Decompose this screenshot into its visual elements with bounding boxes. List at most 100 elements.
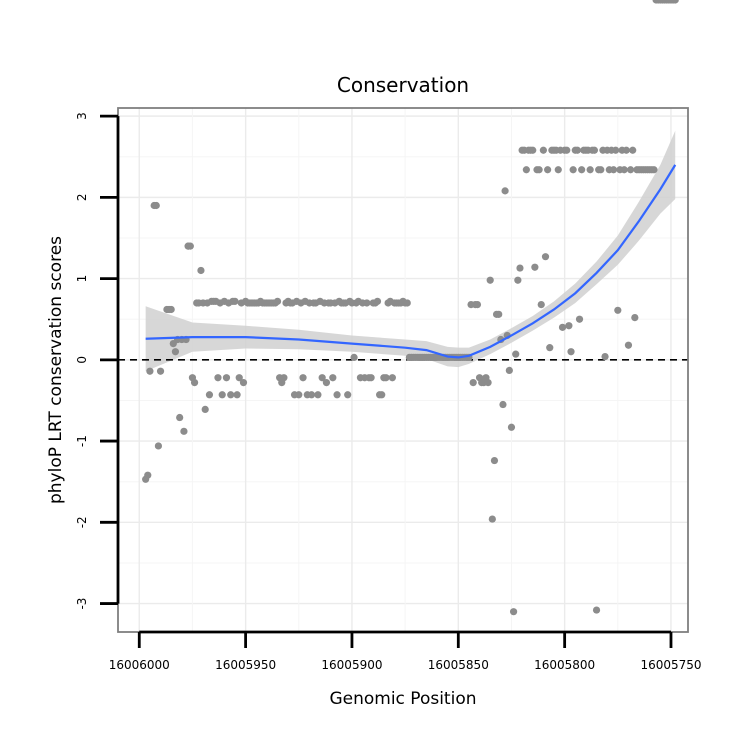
x-tick-label: 16005750 — [640, 658, 701, 672]
data-point — [314, 391, 322, 399]
data-point — [322, 378, 331, 387]
data-point — [516, 264, 524, 272]
data-point — [167, 305, 175, 314]
x-axis-label: Genomic Position — [329, 689, 476, 709]
data-point — [586, 166, 594, 174]
data-point — [156, 367, 165, 375]
data-point — [558, 323, 567, 331]
x-tick-label: 16005950 — [215, 658, 276, 672]
data-point — [299, 374, 307, 382]
data-point — [373, 297, 382, 305]
data-point — [378, 391, 386, 399]
data-point — [214, 374, 222, 382]
data-point — [512, 350, 520, 358]
data-point — [280, 374, 288, 382]
data-point — [171, 348, 180, 356]
data-point — [333, 391, 341, 399]
data-point — [541, 253, 550, 261]
data-point — [626, 166, 635, 174]
y-axis-label: phyloP LRT conservation scores — [46, 236, 66, 504]
data-point — [180, 427, 188, 435]
data-point — [205, 391, 214, 399]
x-tick-label: 16005800 — [534, 658, 595, 672]
data-point — [590, 146, 599, 154]
chart-title: Conservation — [337, 73, 469, 97]
x-axis: 16006000 16005950 16005900 16005850 16005800… — [109, 630, 702, 672]
data-point — [235, 374, 243, 382]
smooth-fit-line — [145, 164, 677, 359]
data-point — [499, 400, 507, 409]
data-point — [612, 146, 620, 154]
data-point — [522, 166, 530, 174]
data-point — [295, 391, 303, 399]
data-point — [495, 310, 503, 318]
y-tick-label: 0 — [75, 356, 89, 364]
data-point — [231, 297, 239, 305]
data-point — [505, 366, 513, 375]
confidence-band-layer — [145, 130, 676, 372]
y-tick-label: 3 — [75, 112, 89, 120]
data-point — [620, 166, 628, 174]
data-point — [218, 391, 226, 399]
y-axis: -3 -2 -1 0 1 2 3 — [75, 112, 120, 610]
y-tick-label: -3 — [75, 598, 89, 610]
data-point — [514, 276, 522, 284]
data-point — [144, 471, 152, 479]
data-point — [631, 314, 639, 322]
data-point — [382, 374, 390, 382]
data-point — [601, 352, 609, 361]
data-point — [629, 146, 637, 154]
data-point — [403, 299, 411, 307]
data-point — [222, 374, 231, 382]
data-point — [233, 391, 241, 399]
data-point — [197, 266, 205, 275]
data-point — [507, 423, 516, 431]
x-tick-label: 16005850 — [428, 658, 489, 672]
data-point — [671, 0, 679, 4]
data-point — [154, 442, 163, 450]
y-tick-label: -2 — [75, 516, 89, 528]
data-point — [318, 374, 326, 382]
data-point — [650, 166, 658, 174]
data-point — [563, 146, 571, 154]
data-point — [529, 146, 537, 154]
data-point — [329, 374, 337, 382]
data-point — [537, 301, 545, 309]
data-point — [363, 299, 371, 307]
data-point — [573, 146, 582, 154]
data-point — [592, 606, 601, 614]
confidence-band — [145, 130, 676, 372]
data-point — [531, 263, 539, 271]
data-point — [273, 297, 282, 305]
data-point — [535, 166, 543, 174]
data-point — [190, 378, 199, 387]
data-point — [539, 146, 547, 154]
smooth-line-layer — [145, 164, 677, 359]
data-point — [344, 391, 352, 399]
data-point — [565, 322, 573, 330]
data-point — [227, 391, 235, 399]
data-point — [575, 315, 584, 323]
data-point — [201, 405, 209, 414]
data-point — [488, 515, 496, 523]
data-point — [239, 378, 248, 387]
data-point — [484, 378, 492, 387]
data-point — [509, 608, 518, 616]
data-point — [490, 456, 499, 465]
data-point — [567, 348, 575, 356]
data-point — [176, 413, 184, 422]
data-point — [486, 276, 494, 284]
data-point — [597, 166, 605, 174]
data-point — [546, 344, 554, 352]
data-point — [624, 341, 633, 349]
data-point — [186, 242, 194, 250]
data-point — [307, 391, 316, 399]
data-point — [578, 166, 586, 174]
x-tick-label: 16005900 — [321, 658, 382, 672]
data-point — [554, 166, 562, 174]
x-tick-label: 16006000 — [109, 658, 170, 672]
data-point — [350, 353, 358, 362]
data-point — [569, 166, 577, 174]
data-point — [544, 166, 552, 174]
